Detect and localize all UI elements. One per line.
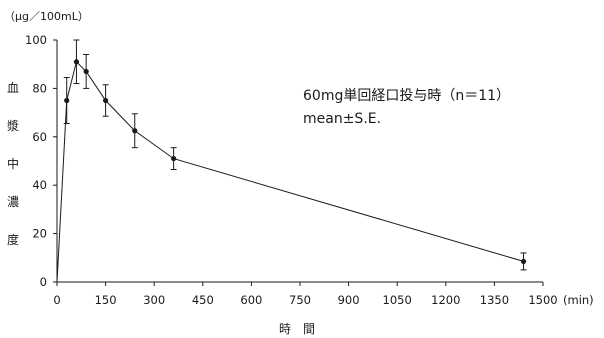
annotation-line: 60mg単回経口投与時（n＝11） [303,88,510,104]
data-point [132,128,138,134]
x-unit-label: (min) [563,293,594,307]
y-tick-label: 40 [32,178,47,192]
x-axis-ticks: 0 150 300 450 600 750 900 1050 1200 1350 1500 [53,282,558,307]
y-unit-label: （μg／100mL） [4,10,89,23]
y-axis-title-char: 中 [7,156,19,171]
x-tick-label: 300 [143,293,165,307]
x-tick-label: 750 [289,293,311,307]
y-axis-title-char: 漿 [7,118,19,133]
y-tick-label: 100 [25,33,47,47]
y-axis-title-char: 血 [7,81,19,95]
y-tick-label: 60 [32,130,47,144]
x-axis-title: 時 間 [279,322,315,336]
x-tick-label: 900 [338,293,360,307]
x-tick-label: 1050 [383,293,412,307]
x-tick-label: 1500 [528,293,557,307]
plot-area [56,39,527,283]
annotation: 60mg単回経口投与時（n＝11） mean±S.E. [303,88,510,127]
data-point [171,155,177,162]
data-point [83,68,89,75]
x-tick-label: 600 [240,293,262,307]
y-tick-label: 0 [40,275,47,289]
y-axis-title-char: 濃 [7,195,19,209]
x-tick-label: 150 [95,293,117,307]
annotation-line: mean±S.E. [303,111,381,127]
y-tick-label: 20 [32,227,47,241]
y-axis-title-char: 度 [7,232,19,247]
x-tick-label: 1200 [431,293,460,307]
data-point [73,59,80,65]
series-line [56,60,524,283]
x-tick-label: 0 [53,293,60,307]
x-tick-label: 1350 [480,293,509,307]
data-point [64,97,70,104]
x-tick-label: 450 [192,293,214,307]
data-point [520,258,527,265]
y-tick-label: 80 [32,81,47,95]
data-point [103,97,109,104]
y-axis-ticks: 0 20 40 60 80 100 [25,33,57,289]
